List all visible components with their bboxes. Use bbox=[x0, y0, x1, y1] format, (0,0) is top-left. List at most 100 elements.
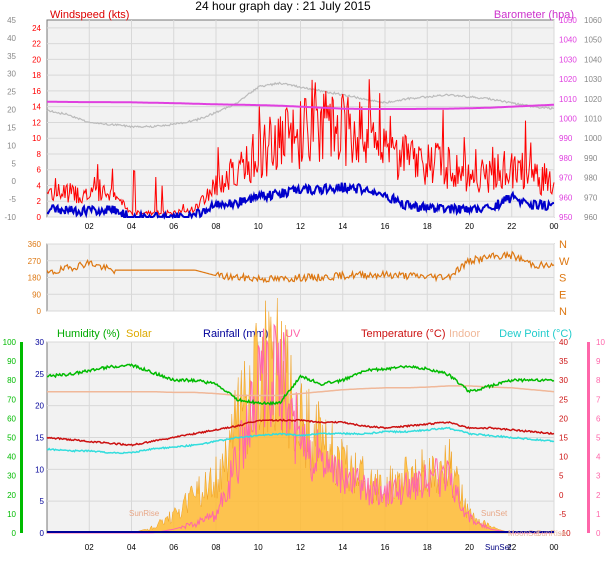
y-tick-label-rain: 0 bbox=[40, 529, 45, 538]
y2-tick-label-secondary: 1050 bbox=[584, 36, 602, 45]
series-group bbox=[46, 250, 555, 284]
x-tick-label: 18 bbox=[423, 222, 432, 231]
y2-tick-label-secondary: 1030 bbox=[584, 75, 602, 84]
y2-tick-label: 1030 bbox=[559, 55, 577, 64]
series-barometer bbox=[47, 100, 555, 110]
y2-tick-label: 1010 bbox=[559, 95, 577, 104]
y-tick-label: 10 bbox=[32, 134, 41, 143]
x-tick-label: 04 bbox=[127, 222, 136, 231]
y3-tick-label-uv: 6 bbox=[596, 414, 601, 423]
x-tick-label: 06 bbox=[169, 222, 178, 231]
y-tick-label-humidity: 60 bbox=[7, 414, 16, 423]
y2-tick-label-temp: 5 bbox=[559, 472, 564, 481]
y2-tick-label-temp: 0 bbox=[559, 491, 564, 500]
x-tick-label: 20 bbox=[465, 543, 474, 552]
x-tick-label: 10 bbox=[254, 543, 263, 552]
legend-solar: Solar bbox=[126, 328, 152, 340]
y-tick-label: 270 bbox=[28, 257, 42, 266]
annotation-moonset: MoonSet bbox=[508, 529, 541, 538]
page-title: 24 hour graph day : 21 July 2015 bbox=[195, 0, 371, 13]
x-tick-label: 12 bbox=[296, 222, 305, 231]
y-tick-label-secondary: 45 bbox=[7, 16, 16, 25]
annotation-sunrise-bottom: SunRise bbox=[536, 529, 567, 538]
y-tick-label-humidity: 0 bbox=[12, 529, 17, 538]
y-tick-label: 18 bbox=[32, 71, 41, 80]
x-tick-label: 00 bbox=[550, 543, 559, 552]
compass-label: W bbox=[559, 256, 570, 268]
axis-ticks: 02 04 06 08 10 12 14 16 18 20 22 000246810121416182… bbox=[4, 16, 602, 231]
x-tick-label: 14 bbox=[338, 543, 347, 552]
legend: Humidity (%) Solar Rainfall (mm) UV Temp… bbox=[57, 328, 572, 340]
gridlines bbox=[47, 243, 555, 312]
y-tick-label-rain: 10 bbox=[35, 465, 44, 474]
series-baro-previous bbox=[46, 81, 555, 129]
legend-indoor: Indoor bbox=[449, 328, 481, 340]
y2-tick-label: 980 bbox=[559, 154, 573, 163]
uv-axis-bar bbox=[587, 342, 590, 533]
y3-tick-label-uv: 3 bbox=[596, 472, 601, 481]
y-tick-label: 22 bbox=[32, 40, 41, 49]
y-tick-label: 6 bbox=[37, 166, 42, 175]
y-tick-label: 2 bbox=[37, 197, 42, 206]
x-tick-label: 16 bbox=[381, 222, 390, 231]
panel-wind: Windspeed (kts) Barometer (hpa) 02 04 06 08… bbox=[4, 9, 602, 231]
x-tick-label: 00 bbox=[550, 222, 559, 231]
compass-label: S bbox=[559, 273, 566, 285]
y-tick-label-rain: 15 bbox=[35, 434, 44, 443]
y3-tick-label-uv: 10 bbox=[596, 338, 605, 347]
annotation-sunset-axis: SunSet bbox=[485, 543, 512, 552]
legend-temperature: Temperature (°C) bbox=[361, 328, 445, 340]
y2-tick-label: 970 bbox=[559, 174, 573, 183]
y-tick-label-humidity: 100 bbox=[3, 338, 17, 347]
y-tick-label: 12 bbox=[32, 118, 41, 127]
y-tick-label-rain: 20 bbox=[35, 402, 44, 411]
y2-tick-label-secondary: 990 bbox=[584, 154, 598, 163]
y-tick-label-secondary: 0 bbox=[12, 177, 17, 186]
x-tick-label: 14 bbox=[338, 222, 347, 231]
y-tick-label-secondary: 5 bbox=[12, 159, 17, 168]
y2-tick-label: 1050 bbox=[559, 16, 577, 25]
y-tick-label: 360 bbox=[28, 240, 42, 249]
y2-tick-label-temp: -5 bbox=[559, 510, 567, 519]
humidity-axis-bar bbox=[20, 342, 23, 533]
y-tick-label-humidity: 50 bbox=[7, 434, 16, 443]
y2-tick-label-secondary: 970 bbox=[584, 193, 598, 202]
y2-tick-label-secondary: 1020 bbox=[584, 95, 602, 104]
y-tick-label-humidity: 10 bbox=[7, 510, 16, 519]
compass-label: E bbox=[559, 289, 566, 301]
x-tick-label: 10 bbox=[254, 222, 263, 231]
y2-tick-label-temp: 35 bbox=[559, 357, 568, 366]
legend-uv: UV bbox=[285, 328, 301, 340]
y2-tick-label: 950 bbox=[559, 213, 573, 222]
y2-tick-label-temp: -10 bbox=[559, 529, 571, 538]
series-wind-direction bbox=[46, 250, 555, 284]
y2-tick-label-secondary: 1040 bbox=[584, 55, 602, 64]
y2-tick-label-temp: 15 bbox=[559, 434, 568, 443]
x-tick-label: 22 bbox=[507, 222, 516, 231]
y-tick-label-rain: 30 bbox=[35, 338, 44, 347]
annotation-sunset: SunSet bbox=[481, 509, 508, 518]
annotations: SunRise SunSet SunSet MoonSet SunRise bbox=[129, 509, 567, 552]
x-tick-label: 12 bbox=[296, 543, 305, 552]
x-tick-label: 02 bbox=[85, 222, 94, 231]
y3-tick-label-uv: 4 bbox=[596, 453, 601, 462]
series-temperature bbox=[46, 418, 555, 447]
y-tick-label: 0 bbox=[37, 307, 42, 316]
series-humidity bbox=[46, 363, 555, 406]
y2-tick-label: 1040 bbox=[559, 36, 577, 45]
y-tick-label: 4 bbox=[37, 181, 42, 190]
y2-tick-label-secondary: 1000 bbox=[584, 134, 602, 143]
y2-tick-label: 960 bbox=[559, 193, 573, 202]
y-tick-label-humidity: 80 bbox=[7, 376, 16, 385]
x-tick-label: 04 bbox=[127, 543, 136, 552]
series-indoor-temp bbox=[47, 385, 555, 397]
y-tick-label: 0 bbox=[37, 213, 42, 222]
annotation-sunrise: SunRise bbox=[129, 509, 160, 518]
y-tick-label-rain: 5 bbox=[40, 497, 45, 506]
y3-tick-label-uv: 5 bbox=[596, 434, 601, 443]
y-tick-label-humidity: 40 bbox=[7, 453, 16, 462]
wind-title: Windspeed (kts) bbox=[50, 9, 129, 21]
